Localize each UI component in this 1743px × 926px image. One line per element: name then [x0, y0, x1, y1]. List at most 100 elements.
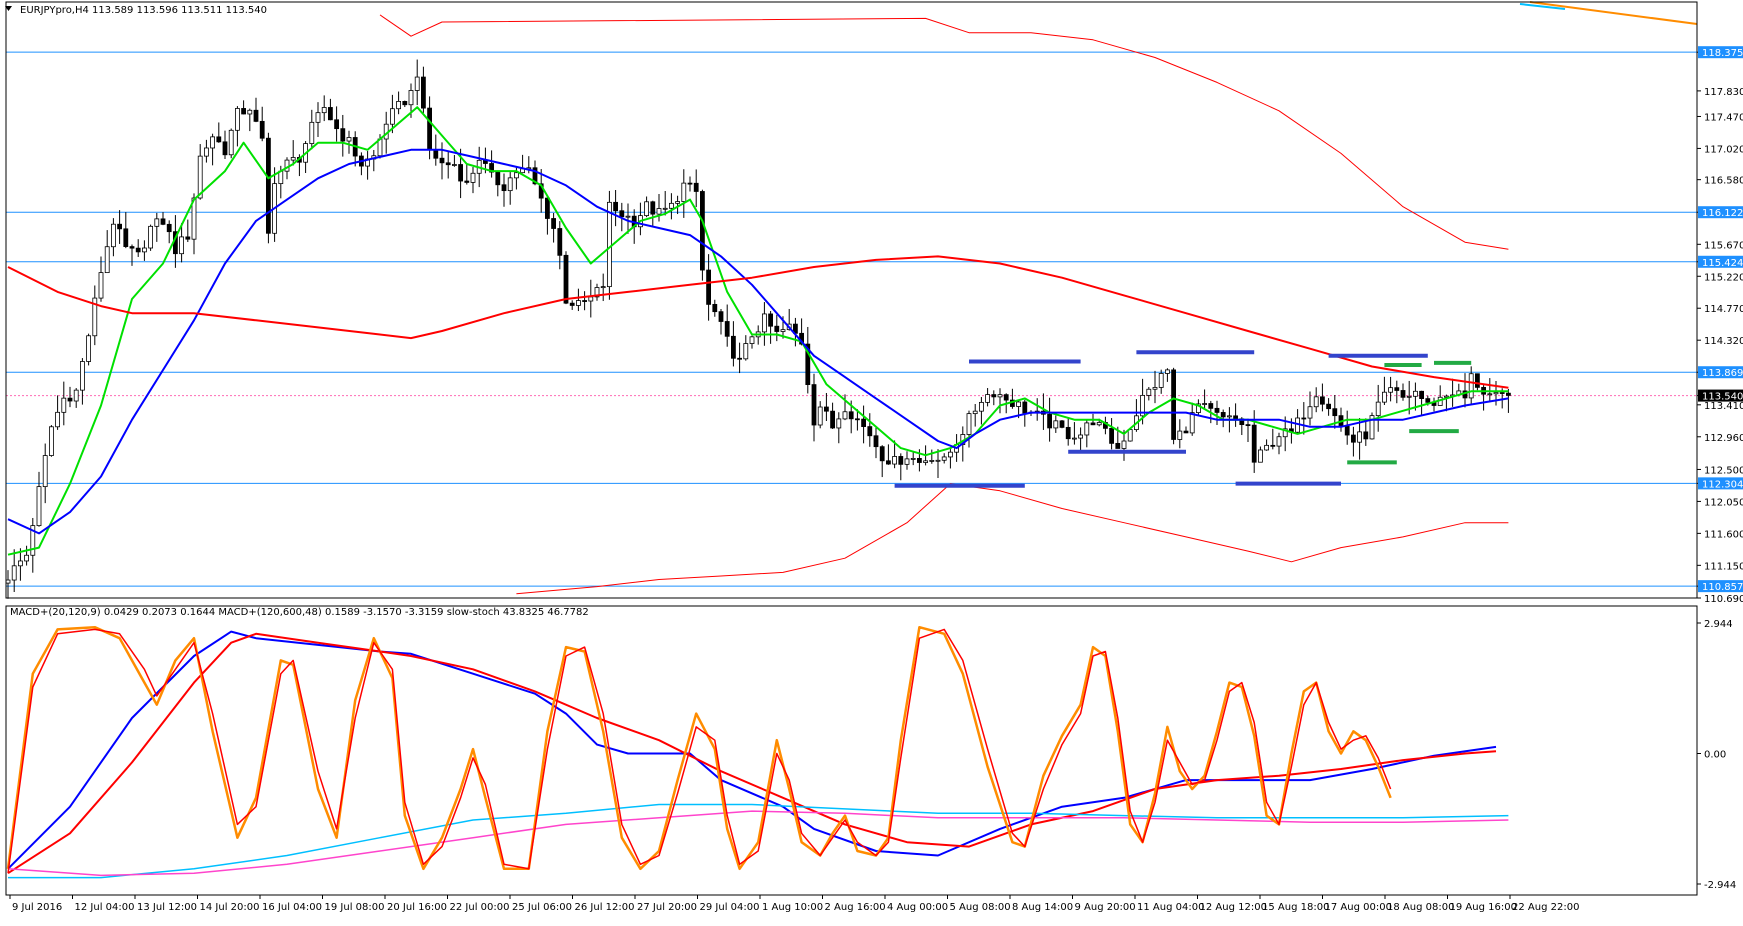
bear-candle[interactable] — [222, 141, 228, 156]
bull-candle[interactable] — [594, 287, 600, 298]
bull-candle[interactable] — [111, 223, 116, 248]
bear-candle[interactable] — [1344, 425, 1350, 436]
bear-candle[interactable] — [563, 254, 569, 304]
bear-candle[interactable] — [135, 247, 141, 253]
bear-candle[interactable] — [700, 191, 705, 271]
bull-candle[interactable] — [607, 201, 612, 288]
bull-candle[interactable] — [197, 155, 203, 199]
bull-candle[interactable] — [966, 413, 972, 435]
bull-candle[interactable] — [743, 343, 749, 360]
bull-candle[interactable] — [1282, 428, 1288, 438]
bear-candle[interactable] — [1506, 392, 1511, 396]
bear-candle[interactable] — [687, 182, 693, 185]
bull-candle[interactable] — [42, 455, 48, 488]
bull-candle[interactable] — [1158, 373, 1164, 388]
bull-candle[interactable] — [941, 456, 947, 461]
bull-candle[interactable] — [1196, 403, 1201, 413]
bear-candle[interactable] — [538, 183, 544, 199]
bear-candle[interactable] — [1115, 442, 1121, 449]
bear-candle[interactable] — [402, 101, 408, 106]
bull-candle[interactable] — [972, 410, 978, 415]
bear-candle[interactable] — [166, 223, 172, 233]
bull-candle[interactable] — [1189, 412, 1195, 434]
bull-candle[interactable] — [49, 426, 54, 456]
bear-candle[interactable] — [917, 458, 922, 463]
bull-candle[interactable] — [892, 456, 897, 465]
bear-candle[interactable] — [1270, 444, 1276, 447]
bull-candle[interactable] — [1053, 420, 1059, 429]
bear-candle[interactable] — [861, 418, 866, 427]
bear-candle[interactable] — [259, 120, 265, 139]
bull-candle[interactable] — [1127, 429, 1133, 442]
bull-candle[interactable] — [681, 182, 687, 202]
bull-candle[interactable] — [141, 247, 147, 253]
bull-candle[interactable] — [55, 411, 60, 428]
bear-candle[interactable] — [445, 162, 451, 166]
bear-candle[interactable] — [1183, 430, 1189, 434]
bear-candle[interactable] — [1251, 424, 1257, 463]
bear-candle[interactable] — [1220, 412, 1226, 418]
bull-candle[interactable] — [514, 172, 519, 179]
bull-candle[interactable] — [36, 486, 42, 527]
bear-candle[interactable] — [569, 302, 575, 306]
bear-candle[interactable] — [129, 246, 135, 249]
bull-candle[interactable] — [80, 361, 85, 391]
bull-candle[interactable] — [1016, 401, 1021, 407]
bear-candle[interactable] — [718, 311, 724, 322]
bear-candle[interactable] — [1208, 403, 1214, 409]
bull-candle[interactable] — [625, 215, 631, 218]
bull-candle[interactable] — [662, 207, 668, 210]
bull-candle[interactable] — [576, 300, 581, 306]
bull-candle[interactable] — [309, 121, 315, 144]
bull-candle[interactable] — [451, 164, 457, 166]
bull-candle[interactable] — [1487, 393, 1493, 396]
bull-candle[interactable] — [86, 335, 91, 362]
bull-candle[interactable] — [1307, 406, 1313, 419]
bull-candle[interactable] — [315, 112, 321, 123]
bear-candle[interactable] — [340, 128, 346, 142]
bear-candle[interactable] — [241, 108, 247, 115]
bull-candle[interactable] — [669, 202, 674, 209]
bull-candle[interactable] — [780, 329, 786, 332]
bull-candle[interactable] — [1468, 373, 1474, 399]
bear-candle[interactable] — [160, 218, 166, 225]
bear-candle[interactable] — [1326, 403, 1331, 410]
bull-candle[interactable] — [588, 296, 594, 302]
bull-candle[interactable] — [1313, 396, 1319, 408]
bear-candle[interactable] — [848, 411, 854, 420]
bull-candle[interactable] — [1493, 392, 1499, 395]
bull-candle[interactable] — [1375, 401, 1381, 417]
bull-candle[interactable] — [104, 246, 110, 274]
bull-candle[interactable] — [30, 525, 36, 556]
bear-candle[interactable] — [1351, 434, 1356, 443]
bull-candle[interactable] — [203, 147, 209, 157]
bull-candle[interactable] — [910, 458, 916, 460]
bear-candle[interactable] — [439, 157, 445, 164]
bear-candle[interactable] — [1245, 424, 1251, 427]
bear-candle[interactable] — [898, 456, 904, 465]
bear-candle[interactable] — [458, 164, 464, 182]
bull-candle[interactable] — [923, 460, 928, 463]
bull-candle[interactable] — [749, 336, 755, 344]
bull-candle[interactable] — [234, 108, 240, 131]
bear-candle[interactable] — [768, 313, 773, 327]
bear-candle[interactable] — [216, 136, 222, 143]
bull-candle[interactable] — [210, 136, 216, 149]
bear-candle[interactable] — [712, 303, 718, 313]
bear-candle[interactable] — [991, 394, 997, 398]
bull-candle[interactable] — [61, 397, 67, 413]
bear-candle[interactable] — [613, 201, 618, 212]
bull-candle[interactable] — [408, 90, 414, 106]
bull-candle[interactable] — [396, 101, 402, 110]
bull-candle[interactable] — [507, 177, 513, 192]
bear-candle[interactable] — [420, 76, 426, 109]
bear-candle[interactable] — [1301, 417, 1307, 420]
bear-candle[interactable] — [265, 137, 271, 234]
bear-candle[interactable] — [1233, 415, 1238, 420]
bull-candle[interactable] — [1078, 434, 1083, 439]
bear-candle[interactable] — [867, 426, 873, 437]
orange-trend-line[interactable] — [1529, 1, 1698, 25]
bear-candle[interactable] — [557, 228, 563, 256]
